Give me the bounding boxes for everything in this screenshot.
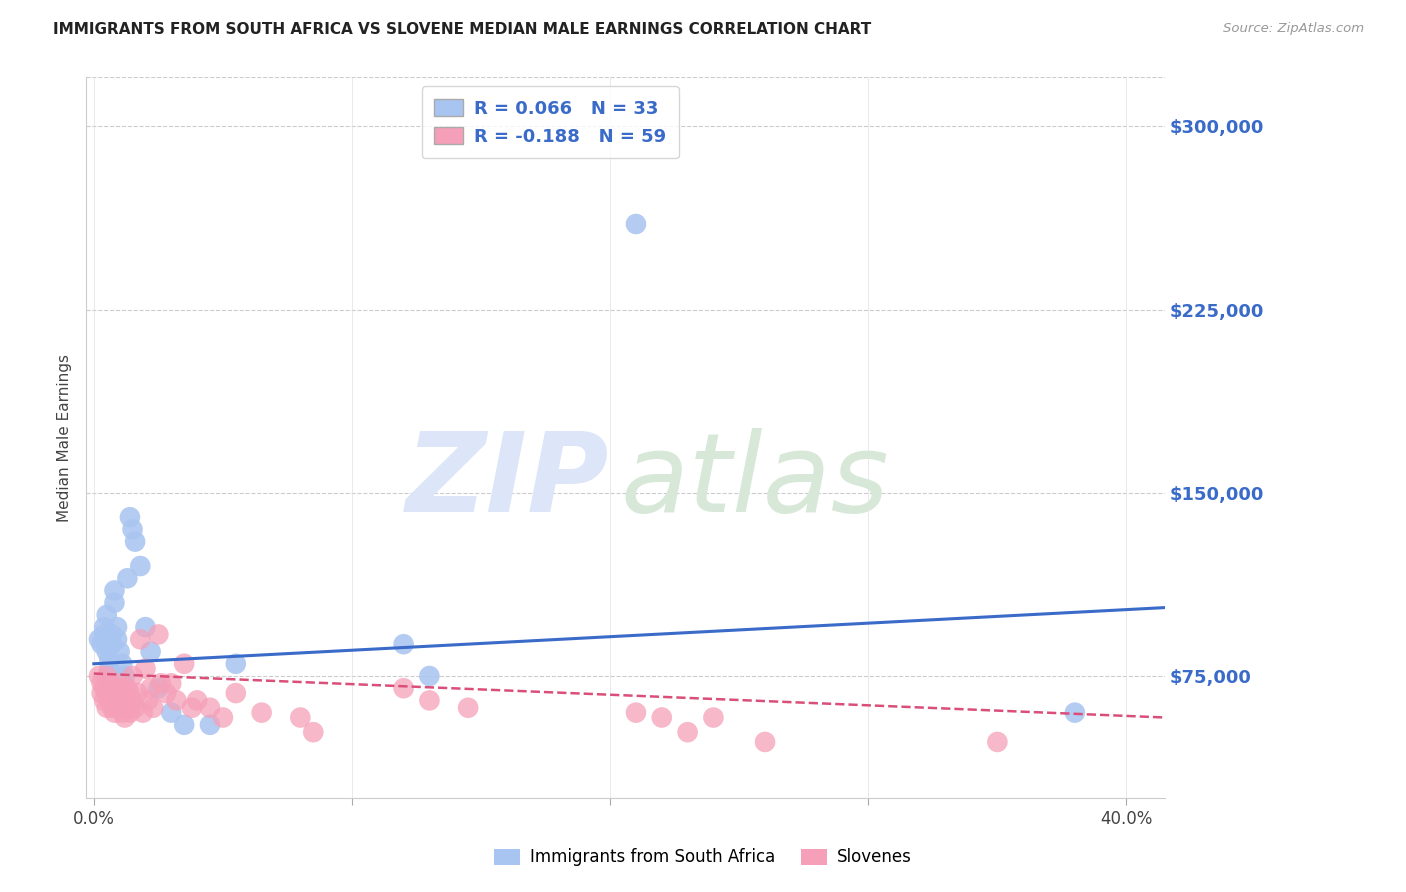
Point: [212, 710, 235, 724]
Point: [250, 706, 273, 720]
Point: [225, 686, 247, 700]
Point: [392, 681, 415, 696]
Point: [124, 700, 146, 714]
Point: [118, 686, 141, 700]
Point: [98, 693, 121, 707]
Point: [98, 662, 121, 676]
Point: [101, 700, 124, 714]
Point: [624, 706, 647, 720]
Point: [173, 718, 195, 732]
Point: [105, 620, 128, 634]
Text: atlas: atlas: [620, 427, 889, 534]
Point: [225, 657, 247, 671]
Point: [160, 676, 183, 690]
Text: ZIP: ZIP: [406, 427, 609, 534]
Point: [1063, 706, 1085, 720]
Point: [108, 700, 131, 714]
Point: [148, 627, 170, 641]
Point: [186, 693, 208, 707]
Point: [117, 681, 139, 696]
Point: [101, 681, 124, 696]
Point: [127, 686, 149, 700]
Point: [132, 706, 155, 720]
Point: [101, 627, 124, 641]
Point: [96, 607, 118, 622]
Point: [129, 559, 152, 574]
Point: [103, 686, 125, 700]
Point: [96, 686, 118, 700]
Point: [98, 676, 121, 690]
Point: [114, 669, 136, 683]
Point: [124, 534, 146, 549]
Point: [98, 652, 121, 666]
Point: [118, 706, 141, 720]
Point: [114, 693, 136, 707]
Point: [96, 669, 118, 683]
Point: [457, 700, 479, 714]
Point: [986, 735, 1008, 749]
Point: [101, 637, 124, 651]
Point: [105, 693, 128, 707]
Point: [117, 700, 139, 714]
Point: [111, 706, 134, 720]
Legend: R = 0.066   N = 33, R = -0.188   N = 59: R = 0.066 N = 33, R = -0.188 N = 59: [422, 87, 679, 159]
Point: [103, 706, 125, 720]
Point: [90, 676, 112, 690]
Point: [90, 686, 112, 700]
Point: [90, 637, 112, 651]
Point: [129, 632, 152, 647]
Point: [96, 700, 118, 714]
Point: [754, 735, 776, 749]
Point: [290, 710, 312, 724]
Legend: Immigrants from South Africa, Slovenes: Immigrants from South Africa, Slovenes: [486, 842, 920, 873]
Point: [702, 710, 724, 724]
Point: [93, 681, 115, 696]
Point: [93, 620, 115, 634]
Point: [392, 637, 415, 651]
Point: [160, 706, 183, 720]
Point: [198, 718, 221, 732]
Point: [134, 662, 156, 676]
Point: [624, 217, 647, 231]
Point: [121, 669, 143, 683]
Point: [93, 627, 115, 641]
Point: [118, 510, 141, 524]
Point: [111, 686, 134, 700]
Point: [136, 693, 159, 707]
Point: [139, 644, 162, 658]
Point: [173, 657, 195, 671]
Point: [105, 676, 128, 690]
Point: [96, 644, 118, 658]
Point: [103, 583, 125, 598]
Point: [93, 693, 115, 707]
Point: [103, 596, 125, 610]
Point: [148, 681, 170, 696]
Point: [155, 686, 177, 700]
Point: [302, 725, 325, 739]
Point: [105, 632, 128, 647]
Point: [108, 681, 131, 696]
Text: Source: ZipAtlas.com: Source: ZipAtlas.com: [1223, 22, 1364, 36]
Point: [117, 571, 139, 585]
Point: [121, 522, 143, 536]
Point: [165, 693, 187, 707]
Point: [114, 710, 136, 724]
Point: [87, 632, 110, 647]
Point: [108, 644, 131, 658]
Point: [198, 700, 221, 714]
Point: [418, 693, 440, 707]
Point: [149, 676, 172, 690]
Point: [111, 657, 134, 671]
Point: [651, 710, 673, 724]
Text: IMMIGRANTS FROM SOUTH AFRICA VS SLOVENE MEDIAN MALE EARNINGS CORRELATION CHART: IMMIGRANTS FROM SOUTH AFRICA VS SLOVENE …: [53, 22, 872, 37]
Y-axis label: Median Male Earnings: Median Male Earnings: [58, 354, 72, 522]
Point: [418, 669, 440, 683]
Point: [142, 700, 165, 714]
Point: [676, 725, 699, 739]
Point: [87, 669, 110, 683]
Point: [181, 700, 204, 714]
Point: [139, 681, 162, 696]
Point: [134, 620, 156, 634]
Point: [121, 693, 143, 707]
